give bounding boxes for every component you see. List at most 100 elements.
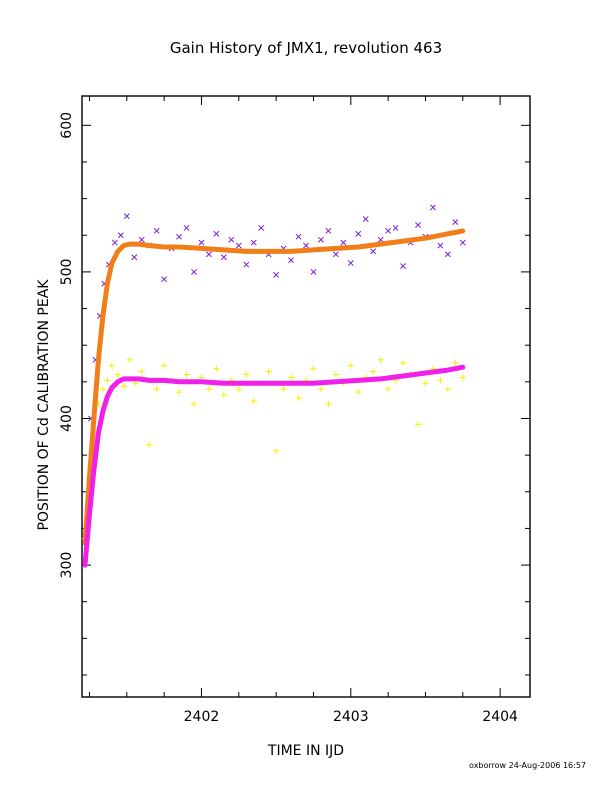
- data-point: [250, 397, 257, 405]
- data-point: [235, 385, 242, 393]
- data-point: [99, 385, 107, 393]
- data-point: [104, 377, 111, 384]
- series-3: [82, 364, 466, 568]
- data-point: [355, 230, 362, 237]
- data-point: [429, 204, 436, 211]
- data-point: [332, 371, 340, 378]
- data-point: [258, 224, 265, 231]
- data-point: [138, 368, 145, 375]
- data-point: [228, 236, 235, 243]
- data-point: [176, 233, 183, 240]
- data-point: [400, 263, 407, 269]
- data-point: [280, 385, 287, 393]
- fit-curve: [82, 228, 466, 546]
- data-point: [183, 371, 190, 378]
- data-point: [444, 251, 451, 258]
- y-tick-label: 500: [59, 259, 75, 286]
- data-point: [153, 227, 160, 234]
- data-point: [273, 271, 280, 278]
- data-point: [287, 374, 295, 381]
- data-point: [340, 239, 347, 246]
- y-tick-label: 600: [59, 112, 75, 139]
- data-point: [117, 232, 124, 239]
- data-point: [362, 216, 369, 223]
- data-point: [355, 388, 362, 396]
- data-point: [377, 356, 384, 364]
- data-point: [399, 359, 407, 366]
- data-point: [213, 365, 220, 372]
- x-tick-label: 2403: [333, 709, 369, 725]
- data-point: [191, 268, 197, 275]
- series-layer: [81, 204, 466, 568]
- data-point: [392, 224, 399, 231]
- data-point: [198, 239, 205, 246]
- data-point: [317, 385, 325, 393]
- data-point: [131, 254, 138, 261]
- data-point: [114, 371, 122, 378]
- data-point: [317, 236, 324, 243]
- data-point: [347, 362, 354, 369]
- y-axis-label: POSITION OF Cd CALIBRATION PEAK: [36, 279, 52, 531]
- data-point: [123, 213, 130, 220]
- y-axis-ticks: 300 400 500 600: [59, 112, 530, 676]
- data-point: [120, 383, 128, 390]
- data-point: [250, 239, 257, 246]
- data-point: [385, 227, 392, 234]
- x-tick-label: 2402: [184, 709, 220, 725]
- data-point: [126, 356, 133, 364]
- data-point: [243, 261, 250, 268]
- data-point: [459, 239, 466, 246]
- data-point: [175, 388, 183, 396]
- data-point: [370, 248, 377, 255]
- fit-curve: [82, 364, 466, 568]
- data-point: [265, 368, 272, 375]
- data-point: [272, 447, 280, 454]
- y-tick-label: 400: [59, 405, 75, 432]
- data-point: [332, 251, 339, 258]
- data-point: [384, 385, 392, 393]
- data-point: [347, 260, 354, 267]
- footer-credit: oxborrow 24-Aug-2006 16:57: [469, 761, 586, 770]
- data-point: [325, 227, 332, 234]
- data-point: [303, 242, 309, 249]
- data-point: [415, 222, 421, 228]
- x-axis-ticks: 2402 2403 2404: [88, 96, 518, 725]
- data-point: [243, 371, 250, 378]
- data-point: [310, 365, 317, 372]
- data-point: [310, 268, 317, 275]
- data-point: [138, 236, 145, 243]
- data-point: [205, 385, 213, 393]
- data-point: [295, 233, 302, 240]
- data-point: [190, 400, 198, 408]
- data-point: [183, 224, 190, 231]
- series-2: [82, 228, 466, 546]
- data-point: [153, 385, 160, 393]
- data-point: [452, 219, 459, 226]
- data-point: [146, 441, 153, 449]
- chart-title: Gain History of JMX1, revolution 463: [170, 39, 442, 57]
- data-point: [452, 359, 459, 366]
- data-point: [437, 377, 444, 384]
- data-point: [325, 400, 332, 408]
- data-point: [160, 362, 168, 369]
- data-point: [108, 362, 116, 369]
- data-point: [161, 276, 168, 283]
- data-point: [444, 385, 452, 393]
- data-point: [370, 368, 377, 375]
- data-point: [205, 251, 212, 258]
- data-point: [295, 394, 302, 402]
- x-axis-label: TIME IN IJD: [267, 743, 344, 759]
- data-point: [235, 242, 242, 249]
- data-point: [414, 421, 422, 428]
- data-point: [220, 391, 228, 399]
- data-point: [422, 380, 429, 387]
- data-point: [213, 230, 220, 237]
- data-point: [288, 257, 295, 264]
- y-tick-label: 300: [59, 552, 75, 579]
- data-point: [437, 242, 444, 249]
- data-point: [459, 374, 466, 381]
- series-0: [88, 204, 466, 422]
- plot-frame: [81, 95, 531, 698]
- x-tick-label: 2404: [482, 709, 518, 725]
